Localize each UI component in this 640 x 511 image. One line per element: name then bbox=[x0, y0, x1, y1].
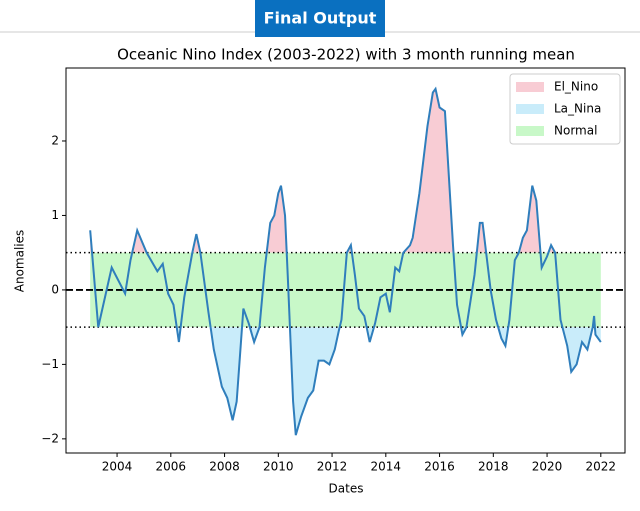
plot-frame bbox=[65, 67, 626, 454]
x-tick-label: 2004 bbox=[102, 460, 133, 474]
x-tick-label: 2018 bbox=[478, 460, 509, 474]
legend-label: Normal bbox=[554, 124, 597, 138]
x-tick-label: 2008 bbox=[209, 460, 240, 474]
la-nina-area bbox=[90, 327, 601, 436]
y-tick-label: −1 bbox=[41, 357, 59, 371]
x-axis-label: Dates bbox=[329, 482, 364, 496]
y-tick-label: 1 bbox=[51, 208, 59, 222]
legend-swatch bbox=[516, 104, 544, 114]
legend-label: El_Nino bbox=[554, 80, 598, 94]
banner-box bbox=[255, 0, 385, 37]
x-tick-label: 2022 bbox=[586, 460, 617, 474]
y-tick-label: −2 bbox=[41, 431, 59, 445]
el-nino-area bbox=[90, 88, 556, 253]
x-tick-label: 2014 bbox=[371, 460, 402, 474]
x-tick-label: 2010 bbox=[263, 460, 294, 474]
banner-title: Final Output bbox=[264, 9, 377, 28]
y-tick-label: 2 bbox=[51, 133, 59, 147]
legend-label: La_Nina bbox=[554, 102, 601, 116]
y-axis-label: Anomalies bbox=[13, 230, 27, 293]
x-tick-label: 2012 bbox=[317, 460, 348, 474]
oni-line bbox=[89, 86, 602, 436]
chart-title: Oceanic Nino Index (2003-2022) with 3 mo… bbox=[117, 46, 575, 64]
legend-swatch bbox=[516, 82, 544, 92]
x-tick-label: 2016 bbox=[424, 460, 455, 474]
legend-swatch bbox=[516, 126, 544, 136]
x-tick-label: 2020 bbox=[532, 460, 563, 474]
y-tick-label: 0 bbox=[51, 282, 59, 296]
x-tick-label: 2006 bbox=[156, 460, 187, 474]
